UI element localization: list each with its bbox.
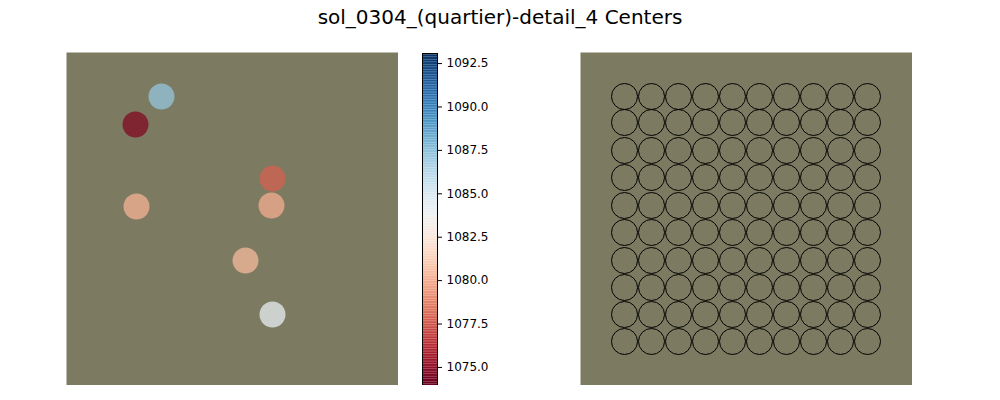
svg-text:1080.0: 1080.0	[447, 273, 489, 287]
svg-text:1075.0: 1075.0	[447, 360, 489, 374]
html-text:sol_0304_(quartier)-detail_4 C: sol_0304_(quartier)-detail_4 Centers	[317, 5, 683, 29]
svg-text:1092.5: 1092.5	[447, 56, 489, 70]
svg-text:1090.0: 1090.0	[447, 100, 489, 114]
svg-text:1082.5: 1082.5	[447, 230, 489, 244]
svg-text:1087.5: 1087.5	[447, 143, 489, 157]
svg-text:1085.0: 1085.0	[447, 187, 489, 201]
svg-text:1077.5: 1077.5	[447, 317, 489, 331]
